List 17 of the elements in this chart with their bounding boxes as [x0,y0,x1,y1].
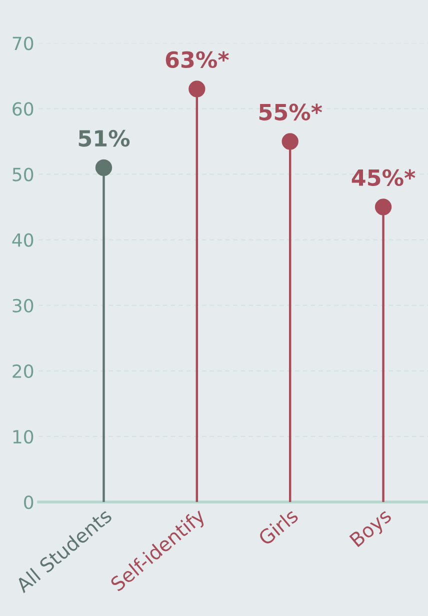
point [95,159,112,176]
data-label: 55%* [259,104,322,120]
data-label: 45%* [352,169,416,186]
y-tick-label: 20 [12,364,34,378]
point [188,80,206,98]
y-tick-label: 40 [12,233,34,247]
y-tick-label: 30 [12,298,34,312]
point [374,198,392,216]
y-tick-label: 50 [12,168,34,182]
point [282,133,298,150]
y-tick-label: 0 [24,496,34,510]
data-label: 63%* [166,51,229,68]
y-tick-label: 60 [12,102,34,116]
y-tick-label: 10 [13,430,34,444]
y-tick-label: 70 [12,36,34,50]
data-label: 51% [78,130,130,147]
x-tick-label: Girls [257,508,300,546]
